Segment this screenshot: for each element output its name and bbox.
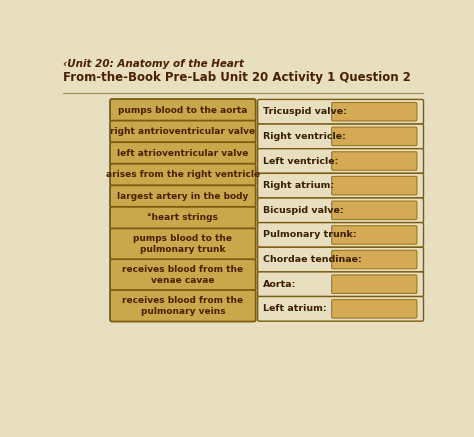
Text: receives blood from the
pulmonary veins: receives blood from the pulmonary veins xyxy=(122,296,244,316)
FancyBboxPatch shape xyxy=(258,124,423,149)
FancyBboxPatch shape xyxy=(110,207,255,229)
Text: Chordae tendinae:: Chordae tendinae: xyxy=(263,255,362,264)
FancyBboxPatch shape xyxy=(332,177,417,195)
FancyBboxPatch shape xyxy=(332,275,417,294)
Text: Left atrium:: Left atrium: xyxy=(263,304,327,313)
Text: Aorta:: Aorta: xyxy=(263,280,296,289)
FancyBboxPatch shape xyxy=(110,259,255,291)
Text: receives blood from the
venae cavae: receives blood from the venae cavae xyxy=(122,265,244,285)
Text: Tricuspid valve:: Tricuspid valve: xyxy=(263,107,347,116)
FancyBboxPatch shape xyxy=(258,173,423,198)
FancyBboxPatch shape xyxy=(258,198,423,222)
FancyBboxPatch shape xyxy=(110,290,255,322)
FancyBboxPatch shape xyxy=(332,152,417,170)
FancyBboxPatch shape xyxy=(110,99,255,121)
FancyBboxPatch shape xyxy=(332,300,417,318)
Text: Right atrium:: Right atrium: xyxy=(263,181,334,190)
FancyBboxPatch shape xyxy=(110,164,255,186)
FancyBboxPatch shape xyxy=(258,149,423,173)
Text: Right ventricle:: Right ventricle: xyxy=(263,132,346,141)
FancyBboxPatch shape xyxy=(110,121,255,143)
Text: From-the-Book Pre-Lab Unit 20 Activity 1 Question 2: From-the-Book Pre-Lab Unit 20 Activity 1… xyxy=(63,71,411,84)
FancyBboxPatch shape xyxy=(258,99,423,124)
Text: left atrioventricular valve: left atrioventricular valve xyxy=(117,149,248,158)
Text: pumps blood to the
pulmonary trunk: pumps blood to the pulmonary trunk xyxy=(133,234,232,254)
Text: ‹Unit 20: Anatomy of the Heart: ‹Unit 20: Anatomy of the Heart xyxy=(63,59,244,69)
Text: largest artery in the body: largest artery in the body xyxy=(117,192,248,201)
FancyBboxPatch shape xyxy=(332,127,417,146)
Text: Pulmonary trunk:: Pulmonary trunk: xyxy=(263,230,357,239)
Text: pumps blood to the aorta: pumps blood to the aorta xyxy=(118,106,247,114)
FancyBboxPatch shape xyxy=(258,297,423,321)
Text: right antrioventricular valve: right antrioventricular valve xyxy=(110,127,255,136)
FancyBboxPatch shape xyxy=(258,272,423,297)
Text: Left ventricle:: Left ventricle: xyxy=(263,156,338,166)
Text: Bicuspid valve:: Bicuspid valve: xyxy=(263,206,344,215)
FancyBboxPatch shape xyxy=(110,185,255,208)
FancyBboxPatch shape xyxy=(258,222,423,247)
FancyBboxPatch shape xyxy=(258,247,423,272)
FancyBboxPatch shape xyxy=(110,229,255,260)
Text: arises from the right ventricle: arises from the right ventricle xyxy=(106,170,260,179)
Text: °heart strings: °heart strings xyxy=(147,214,219,222)
FancyBboxPatch shape xyxy=(332,225,417,244)
FancyBboxPatch shape xyxy=(332,103,417,121)
FancyBboxPatch shape xyxy=(332,201,417,219)
FancyBboxPatch shape xyxy=(110,142,255,164)
FancyBboxPatch shape xyxy=(332,250,417,269)
